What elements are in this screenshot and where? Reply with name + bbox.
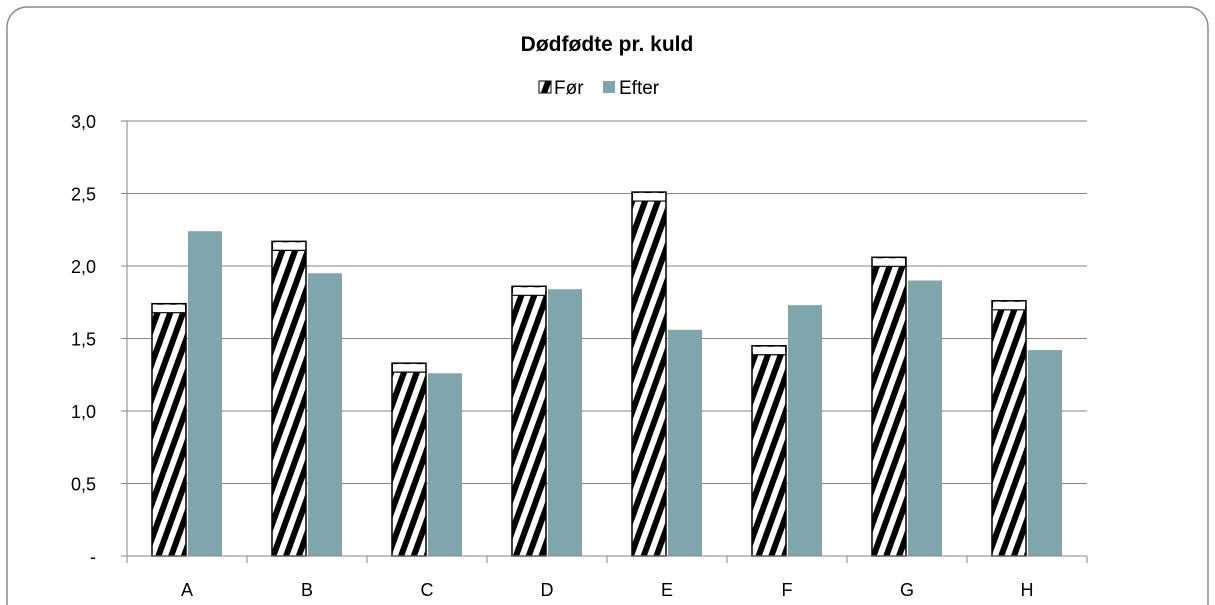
x-tick-label: H bbox=[1021, 580, 1034, 600]
y-tick-label: 2,5 bbox=[71, 185, 96, 205]
bar-efter bbox=[1028, 350, 1062, 556]
bar-før-cap bbox=[993, 301, 1025, 310]
bar-før-H bbox=[991, 300, 1027, 557]
legend-swatch-efter bbox=[603, 81, 615, 93]
chart-frame bbox=[6, 6, 1209, 605]
bar-efter bbox=[428, 373, 462, 556]
bar-før-B bbox=[271, 240, 307, 557]
bar-før bbox=[631, 191, 667, 557]
bar-før bbox=[151, 302, 187, 557]
bar-før bbox=[391, 362, 427, 557]
x-tick-label: C bbox=[421, 580, 434, 600]
bar-før-cap bbox=[393, 364, 425, 373]
y-tick-label: - bbox=[90, 547, 96, 567]
x-tick-label: G bbox=[900, 580, 914, 600]
bar-før bbox=[871, 256, 907, 557]
x-tick-label: D bbox=[541, 580, 554, 600]
x-tick-label: B bbox=[301, 580, 313, 600]
bar-før bbox=[991, 300, 1027, 557]
bar-før-A bbox=[151, 302, 187, 557]
bar-før-D bbox=[511, 285, 547, 557]
legend-item-efter: Efter bbox=[603, 78, 660, 99]
bar-før-E bbox=[631, 191, 667, 557]
legend-swatch-før bbox=[538, 80, 552, 94]
bar-før-cap bbox=[153, 304, 185, 313]
bar-før-cap bbox=[633, 193, 665, 202]
y-tick-label: 3,0 bbox=[71, 112, 96, 132]
y-tick-label: 2,0 bbox=[71, 257, 96, 277]
bar-efter bbox=[908, 280, 942, 556]
bar-før-cap bbox=[873, 258, 905, 267]
y-tick-label: 1,0 bbox=[71, 402, 96, 422]
bar-før bbox=[271, 240, 307, 557]
x-tick-label: E bbox=[661, 580, 673, 600]
bar-før-cap bbox=[753, 346, 785, 355]
bars bbox=[151, 191, 1062, 557]
y-tick-label: 0,5 bbox=[71, 475, 96, 495]
bar-før bbox=[751, 345, 787, 557]
bar-før-C bbox=[391, 362, 427, 557]
x-axis-tick-labels: A B C D E F G H bbox=[181, 580, 1034, 600]
y-tick-label: 1,5 bbox=[71, 330, 96, 350]
bar-efter bbox=[548, 289, 582, 556]
legend-item-før: Før bbox=[538, 78, 584, 99]
bar-efter bbox=[308, 273, 342, 556]
bar-efter bbox=[668, 329, 702, 556]
bar-før bbox=[511, 285, 547, 557]
bar-før-cap bbox=[273, 242, 305, 251]
legend-label-efter: Efter bbox=[619, 78, 660, 99]
bar-før-G bbox=[871, 256, 907, 557]
x-tick-label: A bbox=[181, 580, 193, 600]
axes bbox=[126, 121, 1088, 563]
chart-title: Dødfødte pr. kuld bbox=[521, 33, 694, 56]
bar-før-F bbox=[751, 345, 787, 557]
x-tick-label: F bbox=[782, 580, 793, 600]
legend-label-før: Før bbox=[554, 78, 584, 99]
bar-efter bbox=[788, 305, 822, 556]
bar-efter bbox=[188, 231, 222, 556]
legend: Før Efter bbox=[538, 78, 660, 99]
y-axis-tick-labels: - 0,5 1,0 1,5 2,0 2,5 3,0 bbox=[71, 112, 96, 567]
bar-før-cap bbox=[513, 287, 545, 296]
